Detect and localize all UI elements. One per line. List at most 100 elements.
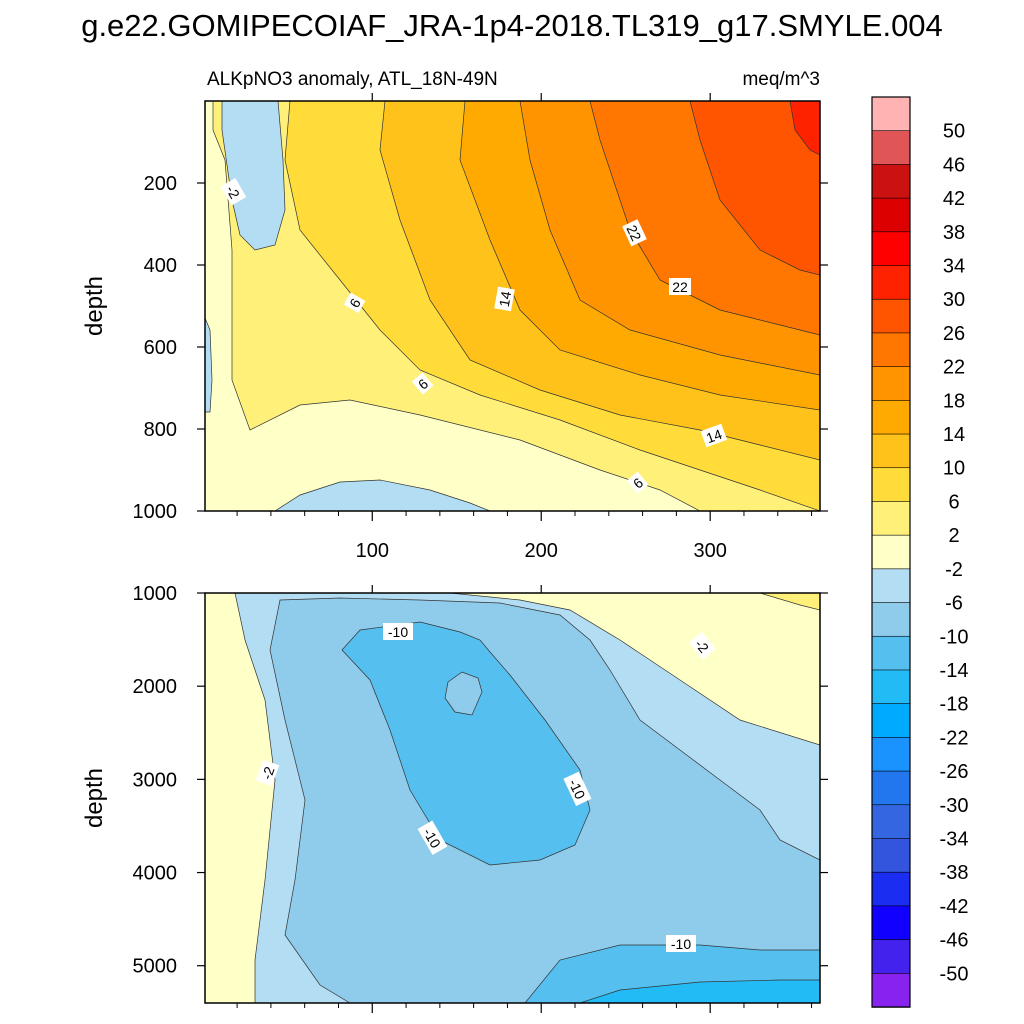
colorbar-swatch (871, 298, 911, 334)
colorbar-level-label: -14 (940, 660, 969, 682)
subtitle-units: meq/m^3 (742, 69, 820, 90)
colorbar-level-label: 18 (943, 390, 965, 412)
blob-neg2-bottom (274, 479, 491, 511)
colorbar-swatch (871, 804, 911, 840)
colorbar-swatch (871, 703, 911, 739)
y-tick-label: 1000 (133, 583, 178, 605)
upper-contour-labels: -2 6 14 22 22 6 14 6 (220, 177, 728, 494)
colorbar-swatch (871, 972, 911, 1008)
lower-y-label: depth (81, 768, 108, 828)
colorbar-swatch (871, 501, 911, 536)
contour-label: -10 (666, 935, 696, 952)
lower-ticks: 1000 2000 3000 4000 5000 (133, 583, 828, 1013)
colorbar-level-label: -22 (940, 727, 969, 749)
blob-neg2-left (205, 317, 213, 413)
contour-label: -2 (220, 177, 247, 206)
colorbar-level-label: 10 (943, 458, 965, 480)
band-34 (789, 101, 820, 156)
colorbar-swatch (871, 939, 911, 974)
colorbar-swatch (871, 433, 911, 469)
colorbar-level-label: 14 (943, 424, 965, 446)
colorbar-swatch (871, 164, 911, 199)
contour-label: -2 (688, 631, 716, 660)
contour-label: 22 (669, 278, 691, 295)
colorbar-swatch (871, 568, 911, 604)
x-tick-label: 100 (356, 540, 389, 562)
y-tick-label: 600 (144, 337, 177, 359)
y-tick-label: 4000 (133, 863, 178, 885)
colorbar-level-label: -18 (940, 694, 969, 716)
svg-text:14: 14 (704, 426, 724, 446)
colorbar-level-label: -30 (940, 795, 969, 817)
band-30 (689, 101, 820, 276)
y-tick-label: 400 (144, 255, 177, 277)
colorbar-level-label: -50 (940, 963, 969, 985)
colorbar: 50 46 42 38 34 30 26 22 18 14 10 6 2 -2 -6 -10 -14 -18 -22… (871, 96, 969, 1008)
colorbar-swatch (871, 635, 911, 671)
y-tick-label: 800 (144, 419, 177, 441)
colorbar-swatch (871, 366, 911, 402)
colorbar-swatch (871, 737, 911, 772)
colorbar-level-label: 34 (943, 256, 965, 278)
colorbar-swatch (871, 467, 911, 503)
colorbar-level-label: 26 (943, 323, 965, 345)
svg-text:-2: -2 (258, 764, 277, 781)
svg-text:22: 22 (623, 223, 644, 244)
y-tick-label: 1000 (133, 501, 178, 523)
colorbar-level-label: -2 (945, 559, 963, 581)
colorbar-swatch (871, 231, 911, 267)
y-tick-label: 2000 (133, 676, 178, 698)
colorbar-swatch (871, 534, 911, 570)
upper-ticks: 200 400 600 800 1000 100 200 300 (133, 93, 828, 562)
colorbar-level-label: -38 (940, 862, 969, 884)
svg-text:-10: -10 (671, 936, 691, 952)
colorbar-level-label: -46 (940, 930, 969, 952)
colorbar-level-label: 42 (943, 188, 965, 210)
x-tick-label: 300 (693, 540, 726, 562)
y-tick-label: 200 (144, 173, 177, 195)
upper-plot-frame (204, 100, 821, 512)
colorbar-level-label: -6 (945, 593, 963, 615)
colorbar-swatch (871, 197, 911, 233)
colorbar-level-label: -34 (940, 828, 969, 850)
colorbar-level-label: 50 (943, 121, 965, 143)
contour-label: 14 (700, 423, 728, 448)
svg-text:-10: -10 (565, 776, 588, 801)
colorbar-level-label: 46 (943, 154, 965, 176)
colorbar-level-label: 6 (948, 491, 959, 513)
band-6-top-right (759, 593, 820, 611)
contour-label: 6 (343, 292, 366, 314)
colorbar-swatch (871, 871, 911, 907)
band-neg14-bottom (579, 979, 820, 1003)
colorbar-level-label: 2 (948, 525, 959, 547)
contour-label: -10 (383, 623, 413, 640)
subtitle-left: ALKpNO3 anomaly, ATL_18N-49N (207, 69, 498, 90)
colorbar-level-label: -26 (940, 761, 969, 783)
colorbar-swatch (871, 669, 911, 705)
svg-text:22: 22 (672, 279, 688, 295)
colorbar-swatch (871, 400, 911, 435)
x-tick-label: 200 (525, 540, 558, 562)
colorbar-level-label: 22 (943, 357, 965, 379)
colorbar-level-label: 30 (943, 289, 965, 311)
colorbar-swatch (871, 265, 911, 300)
colorbar-level-label: 38 (943, 222, 965, 244)
colorbar-level-label: -10 (940, 626, 969, 648)
lower-contour-labels: -10-2-2-10-10-10 (255, 623, 716, 952)
contour-label: -10 (563, 771, 592, 806)
svg-text:14: 14 (496, 290, 514, 308)
colorbar-swatch (871, 838, 911, 873)
contour-label: 14 (494, 286, 515, 312)
contour-label: 6 (626, 471, 649, 494)
contour-label: -2 (255, 759, 280, 787)
contour-label: 6 (411, 372, 434, 395)
y-tick-label: 5000 (133, 956, 178, 978)
blob-neg2-top (221, 101, 286, 251)
colorbar-swatch (871, 96, 911, 132)
hole-neg6-low (444, 671, 483, 716)
colorbar-swatch (871, 905, 911, 941)
upper-y-label: depth (81, 276, 108, 336)
colorbar-swatch (871, 332, 911, 368)
